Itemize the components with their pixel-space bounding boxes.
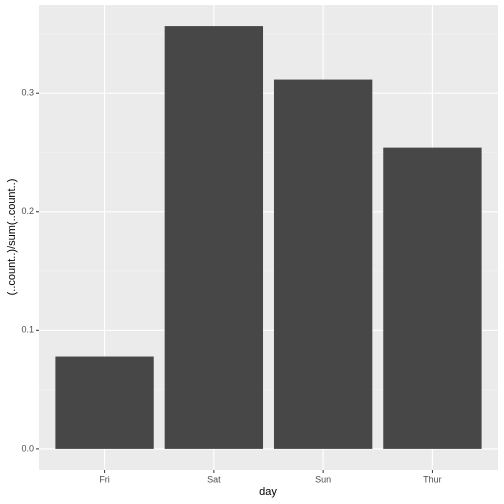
bar xyxy=(55,356,154,449)
x-tick-label: Thur xyxy=(423,474,442,484)
y-tick-label: 0.0 xyxy=(21,443,34,453)
bar xyxy=(273,79,373,449)
y-axis-title: (..count..)/sum(..count..) xyxy=(6,179,18,296)
x-axis-title: day xyxy=(259,486,277,498)
x-tick-label: Fri xyxy=(99,474,110,484)
x-tick-label: Sat xyxy=(207,474,221,484)
bar xyxy=(383,147,482,449)
y-tick-label: 0.3 xyxy=(21,88,34,98)
y-tick-label: 0.1 xyxy=(21,325,34,335)
x-tick-label: Sun xyxy=(315,474,331,484)
bar xyxy=(164,26,264,449)
y-tick-label: 0.2 xyxy=(21,206,34,216)
